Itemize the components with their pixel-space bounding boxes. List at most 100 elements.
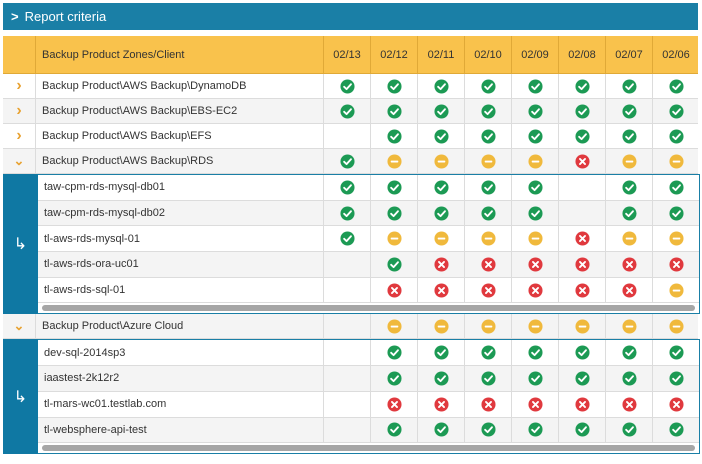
status-cell[interactable]	[511, 226, 558, 252]
status-cell[interactable]	[464, 200, 511, 226]
status-cell[interactable]	[370, 417, 417, 443]
status-cell[interactable]	[605, 99, 652, 123]
status-cell[interactable]	[652, 391, 699, 417]
status-cell[interactable]	[652, 124, 699, 148]
status-cell[interactable]	[511, 314, 558, 339]
chevron-down-icon[interactable]: ⌄	[13, 153, 25, 168]
status-cell[interactable]	[652, 340, 699, 366]
status-cell[interactable]	[417, 74, 464, 98]
status-cell[interactable]	[605, 277, 652, 303]
status-cell[interactable]	[464, 124, 511, 148]
status-cell[interactable]	[605, 391, 652, 417]
status-cell[interactable]	[558, 417, 605, 443]
status-cell[interactable]	[558, 99, 605, 123]
status-cell[interactable]	[605, 175, 652, 200]
status-cell[interactable]	[417, 149, 464, 173]
status-cell[interactable]	[417, 366, 464, 391]
header-date-col[interactable]: 02/12	[370, 36, 417, 73]
table-row[interactable]: tl-aws-rds-ora-uc01	[38, 252, 699, 278]
status-cell[interactable]	[511, 252, 558, 277]
status-cell[interactable]	[417, 200, 464, 226]
table-row[interactable]: taw-cpm-rds-mysql-db01	[38, 175, 699, 201]
status-cell[interactable]	[558, 340, 605, 366]
status-cell[interactable]	[511, 340, 558, 366]
status-cell[interactable]	[370, 366, 417, 391]
table-row[interactable]: › Backup Product\AWS Backup\EBS-EC2	[3, 99, 698, 124]
status-cell[interactable]	[511, 124, 558, 148]
status-cell[interactable]	[511, 175, 558, 200]
chevron-down-icon[interactable]: ⌄	[13, 318, 25, 334]
status-cell[interactable]	[464, 277, 511, 303]
header-date-col[interactable]: 02/11	[417, 36, 464, 73]
table-row[interactable]: taw-cpm-rds-mysql-db02	[38, 200, 699, 227]
status-cell[interactable]	[558, 366, 605, 391]
status-cell[interactable]	[464, 314, 511, 339]
status-cell[interactable]	[605, 417, 652, 443]
status-cell[interactable]	[605, 366, 652, 391]
status-cell[interactable]	[605, 314, 652, 339]
table-row[interactable]: ⌄ Backup Product\Azure Cloud	[3, 314, 699, 340]
status-cell[interactable]	[370, 226, 417, 252]
status-cell[interactable]	[511, 149, 558, 173]
chevron-right-icon[interactable]: ›	[16, 102, 22, 119]
status-cell[interactable]	[605, 340, 652, 366]
status-cell[interactable]	[417, 391, 464, 417]
status-cell[interactable]	[417, 417, 464, 443]
status-cell[interactable]	[558, 149, 605, 173]
table-row[interactable]: tl-aws-rds-sql-01	[38, 277, 699, 304]
status-cell[interactable]	[370, 175, 417, 200]
status-cell[interactable]	[464, 74, 511, 98]
status-cell[interactable]	[652, 99, 699, 123]
scrollbar-thumb[interactable]	[42, 445, 695, 452]
status-cell[interactable]	[417, 252, 464, 277]
status-cell[interactable]	[652, 277, 699, 303]
status-cell[interactable]	[558, 124, 605, 148]
status-cell[interactable]	[417, 277, 464, 303]
status-cell[interactable]	[417, 340, 464, 366]
status-cell[interactable]	[464, 366, 511, 391]
status-cell[interactable]	[464, 175, 511, 200]
status-cell[interactable]	[652, 149, 699, 173]
status-cell[interactable]	[370, 252, 417, 277]
status-cell[interactable]	[511, 99, 558, 123]
status-cell[interactable]	[370, 99, 417, 123]
status-cell[interactable]	[370, 340, 417, 366]
status-cell[interactable]	[370, 124, 417, 148]
status-cell[interactable]	[370, 200, 417, 226]
status-cell[interactable]	[605, 149, 652, 173]
status-cell[interactable]	[417, 175, 464, 200]
table-row[interactable]: dev-sql-2014sp3	[38, 340, 699, 367]
scrollbar-thumb[interactable]	[42, 305, 695, 312]
status-cell[interactable]	[652, 200, 699, 226]
status-cell[interactable]	[558, 314, 605, 339]
header-date-col[interactable]: 02/10	[464, 36, 511, 73]
status-cell[interactable]	[323, 175, 370, 200]
status-cell[interactable]	[464, 252, 511, 277]
status-cell[interactable]	[464, 417, 511, 443]
status-cell[interactable]	[464, 340, 511, 366]
table-row[interactable]: iaastest-2k12r2	[38, 366, 699, 392]
status-cell[interactable]	[511, 74, 558, 98]
chevron-right-icon[interactable]: ›	[16, 77, 22, 94]
table-row[interactable]: › Backup Product\AWS Backup\EFS	[3, 124, 698, 149]
status-cell[interactable]	[323, 149, 370, 173]
header-date-col[interactable]: 02/13	[323, 36, 370, 73]
status-cell[interactable]	[511, 417, 558, 443]
status-cell[interactable]	[370, 277, 417, 303]
status-cell[interactable]	[323, 99, 370, 123]
status-cell[interactable]	[558, 277, 605, 303]
header-client-column[interactable]: Backup Product Zones/Client	[35, 36, 323, 73]
status-cell[interactable]	[417, 226, 464, 252]
status-cell[interactable]	[558, 226, 605, 252]
status-cell[interactable]	[464, 226, 511, 252]
status-cell[interactable]	[558, 252, 605, 277]
status-cell[interactable]	[511, 391, 558, 417]
header-date-col[interactable]: 02/07	[605, 36, 652, 73]
status-cell[interactable]	[370, 391, 417, 417]
status-cell[interactable]	[370, 149, 417, 173]
header-date-col[interactable]: 02/09	[511, 36, 558, 73]
header-date-col[interactable]: 02/06	[652, 36, 699, 73]
status-cell[interactable]	[370, 74, 417, 98]
status-cell[interactable]	[652, 314, 699, 339]
status-cell[interactable]	[605, 124, 652, 148]
